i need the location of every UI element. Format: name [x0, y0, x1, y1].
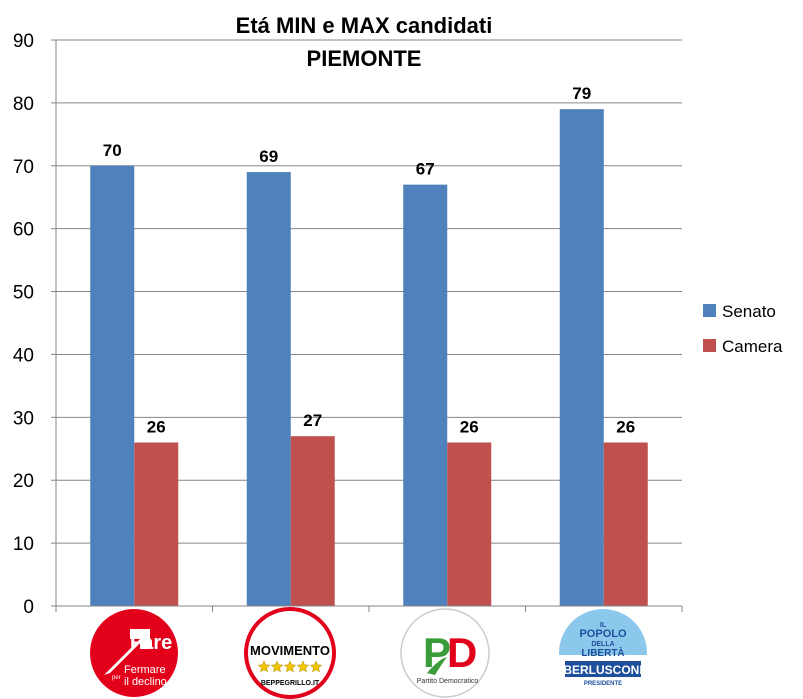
- pdl-line2: POPOLO: [579, 628, 627, 640]
- bar-camera-1: [290, 436, 335, 606]
- chart-title-group: Etá MIN e MAX candidati PIEMONTE: [236, 13, 493, 71]
- m5s-logo-disc: [244, 607, 336, 699]
- fare-logo-disc: [90, 609, 178, 697]
- star-icon: [270, 660, 284, 673]
- m5s-logo-word: MOVIMENTO: [250, 643, 330, 658]
- data-label-senato-3: 79: [572, 84, 591, 103]
- pdl-name-band: [565, 661, 641, 677]
- pdl-line4: LIBERTÀ: [581, 646, 624, 659]
- bar-senato-3: [559, 109, 604, 606]
- m5s-stars: [257, 660, 323, 673]
- data-label-camera-1: 27: [303, 411, 322, 430]
- fare-logo-line2: il declino: [124, 676, 167, 688]
- pd-caption-b: Democratico: [439, 678, 478, 685]
- legend: Senato Camera: [703, 302, 783, 356]
- olive-branch-icon: [427, 657, 447, 675]
- legend-swatch-senato: [703, 304, 716, 317]
- y-tick-label-70: 70: [13, 157, 34, 178]
- bar-camera-3: [603, 442, 648, 606]
- data-label-camera-2: 26: [460, 417, 479, 436]
- star-icon: [283, 660, 297, 673]
- legend-label-camera: Camera: [722, 337, 783, 356]
- fare-logo-word: Fare: [130, 632, 172, 654]
- data-labels: 70 26 69 27 67 26 79 26: [103, 84, 635, 436]
- y-tick-label-50: 50: [13, 283, 34, 304]
- fare-logo: Fare per Fermare il declino: [90, 609, 178, 697]
- pd-caption-a: Partito: [417, 678, 437, 685]
- legend-label-senato: Senato: [722, 302, 776, 321]
- bar-camera-2: [447, 442, 492, 606]
- y-tick-label-90: 90: [13, 31, 34, 52]
- y-tick-label-30: 30: [13, 408, 34, 429]
- y-axis-ticks: 0 10 20 30 40 50 60 70 80 90: [13, 31, 56, 618]
- y-tick-label-60: 60: [13, 220, 34, 241]
- data-label-camera-0: 26: [147, 417, 166, 436]
- data-label-senato-1: 69: [259, 147, 278, 166]
- legend-swatch-camera: [703, 339, 716, 352]
- y-tick-label-10: 10: [13, 534, 34, 555]
- bar-senato-0: [90, 165, 135, 606]
- y-tick-label-40: 40: [13, 345, 34, 366]
- chart-subtitle: PIEMONTE: [307, 46, 422, 71]
- star-icon: [257, 660, 271, 673]
- pdl-line3: DELLA: [591, 641, 614, 648]
- fare-arrow-icon: [104, 629, 150, 675]
- y-tick-label-20: 20: [13, 471, 34, 492]
- pdl-name: BERLUSCONI: [563, 663, 642, 677]
- data-label-senato-2: 67: [416, 160, 435, 179]
- partito-democratico-logo: P D Partito Democratico: [400, 608, 490, 698]
- fare-logo-line1: Fermare: [124, 664, 166, 676]
- data-label-camera-3: 26: [616, 417, 635, 436]
- popolo-della-liberta-logo: IL POPOLO DELLA LIBERTÀ BERLUSCONI PRESI…: [559, 609, 647, 699]
- chart-title: Etá MIN e MAX candidati: [236, 13, 493, 38]
- fare-logo-small: per: [112, 675, 121, 681]
- bar-senato-2: [403, 184, 448, 606]
- bar-senato-1: [246, 172, 291, 607]
- pdl-sub: PRESIDENTE: [584, 681, 622, 687]
- data-label-senato-0: 70: [103, 141, 122, 160]
- axes: [55, 40, 683, 612]
- m5s-logo-site: BEPPEGRILLO.IT: [261, 680, 320, 687]
- bars: [90, 109, 648, 607]
- pd-logo-disc: [400, 608, 490, 698]
- y-tick-label-0: 0: [23, 597, 34, 618]
- star-icon: [296, 660, 310, 673]
- bar-camera-0: [134, 442, 179, 606]
- y-tick-label-80: 80: [13, 94, 34, 115]
- star-icon: [309, 660, 323, 673]
- pd-logo-letter-d: D: [447, 629, 477, 676]
- movimento-5-stelle-logo: MOVIMENTO BEPPEGRILLO.IT: [244, 607, 336, 699]
- pdl-line1: IL: [600, 622, 607, 629]
